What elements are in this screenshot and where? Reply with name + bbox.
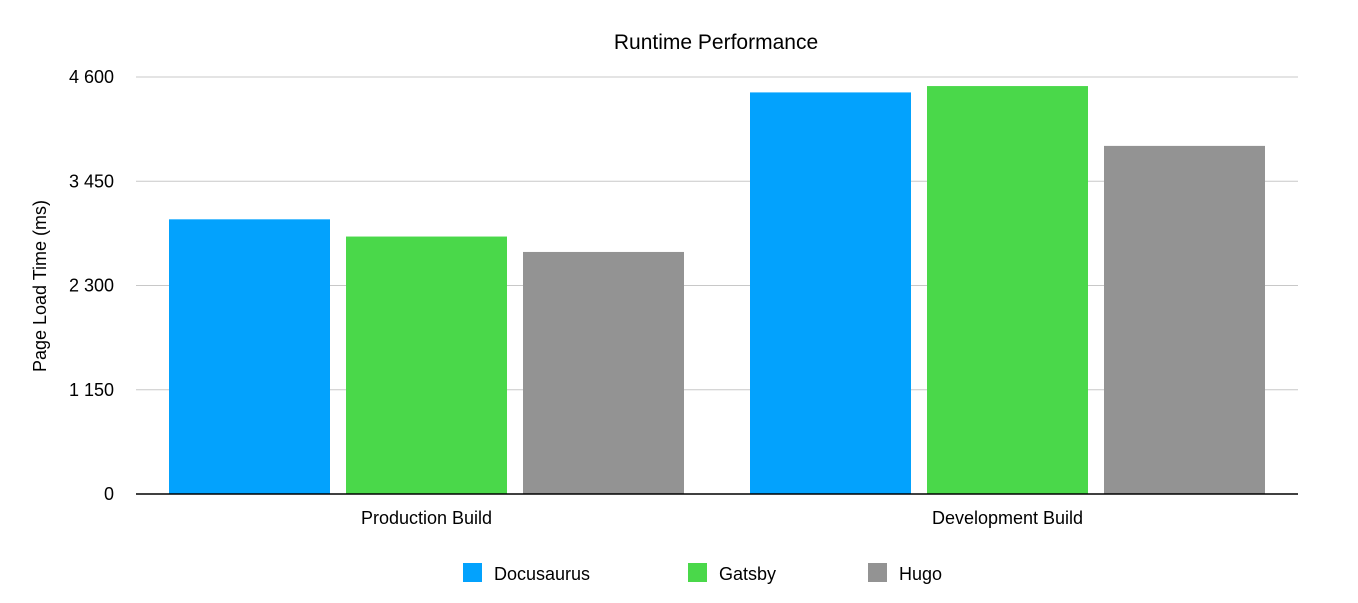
y-tick-label: 3 450	[69, 171, 114, 191]
bar-hugo-0	[523, 251, 684, 494]
chart-title: Runtime Performance	[614, 31, 818, 54]
bar-docusaurus-1	[750, 92, 911, 495]
bar-gatsby-0	[346, 236, 507, 494]
legend-swatch-docusaurus	[463, 563, 482, 582]
y-tick-label: 2 300	[69, 276, 114, 296]
legend: Docusaurus Gatsby Hugo	[463, 563, 942, 584]
legend-label-gatsby: Gatsby	[719, 564, 776, 584]
bars	[169, 86, 1265, 495]
bar-gatsby-1	[927, 86, 1088, 494]
x-tick-label: Development Build	[932, 508, 1083, 528]
y-tick-label: 4 600	[69, 67, 114, 87]
bar-docusaurus-0	[169, 219, 330, 494]
bar-hugo-1	[1104, 145, 1265, 495]
x-tick-label: Production Build	[361, 508, 492, 528]
y-tick-label: 1 150	[69, 380, 114, 400]
x-axis-ticks: Production Build Development Build	[361, 508, 1083, 528]
y-tick-label: 0	[104, 484, 114, 504]
y-axis-label: Page Load Time (ms)	[30, 200, 50, 372]
y-axis-ticks: 0 1 150 2 300 3 450 4 600	[69, 67, 114, 504]
legend-swatch-gatsby	[688, 563, 707, 582]
legend-swatch-hugo	[868, 563, 887, 582]
legend-label-hugo: Hugo	[899, 564, 942, 584]
legend-label-docusaurus: Docusaurus	[494, 564, 590, 584]
